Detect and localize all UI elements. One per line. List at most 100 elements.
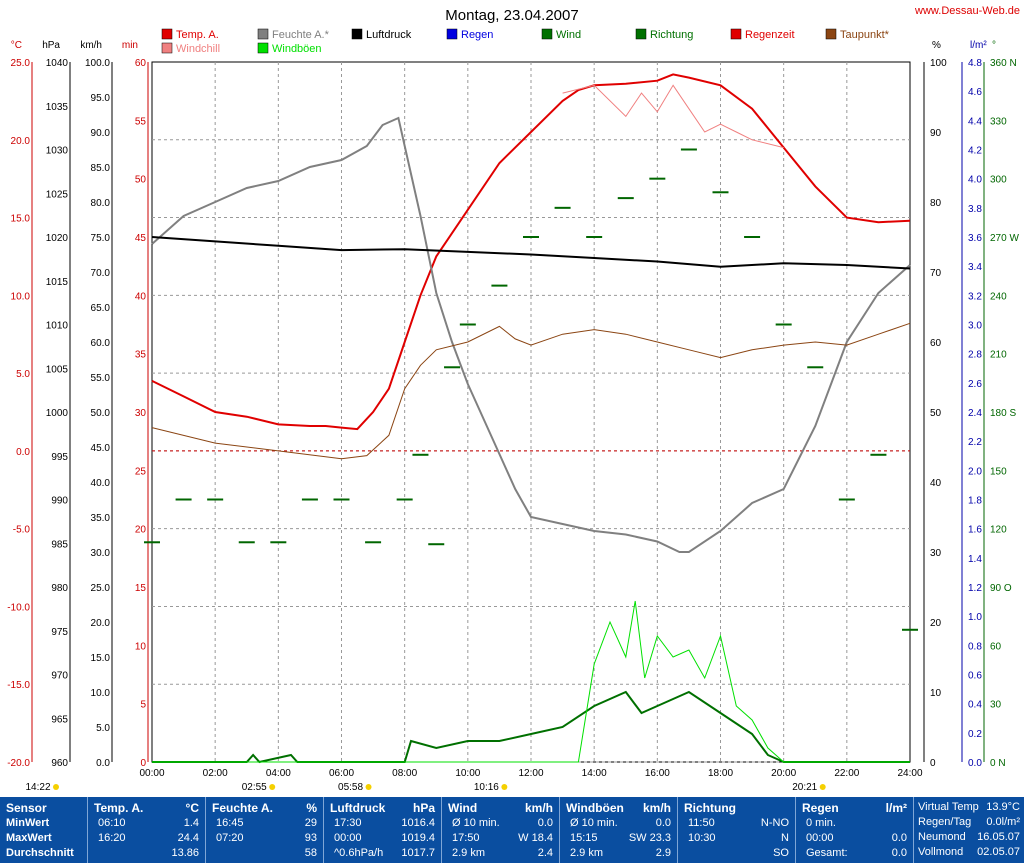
cell-label: 2.9 km — [452, 847, 486, 859]
tick-label: 150 — [990, 466, 1007, 477]
tick-label: 2.4 — [968, 408, 982, 419]
legend-swatch — [541, 28, 553, 40]
series-wind — [152, 690, 910, 764]
direction-mark — [680, 148, 697, 151]
legend-swatch — [257, 42, 269, 54]
series-windb-en — [152, 600, 910, 763]
tick-label: 45.0 — [91, 443, 111, 454]
tick-label: 1000 — [46, 408, 69, 419]
tick-label: 1030 — [46, 146, 69, 157]
tick-label: -5.0 — [13, 525, 31, 536]
direction-mark — [523, 236, 539, 238]
cell-value: 0.0 — [891, 832, 907, 844]
sun-icon — [269, 784, 276, 790]
tick-label: 0.2 — [968, 729, 982, 740]
tick-label: 25.0 — [11, 58, 31, 69]
sun-icon — [501, 784, 508, 790]
chart-legend: Temp. A. Windchill Feuchte A.* Windböen Luft… — [161, 28, 890, 55]
x-tick-label: 00:00 — [139, 768, 164, 779]
cell-value: SW 23.3 — [628, 832, 671, 844]
cell-label: ^0.6hPa/h — [334, 847, 384, 859]
tick-label: 25 — [135, 466, 147, 477]
tick-label: -15.0 — [7, 680, 30, 691]
tick-label: 10 — [135, 641, 147, 652]
site-credit[interactable]: www.Dessau-Web.de — [915, 5, 1020, 17]
cell-label: 00:00 — [806, 832, 834, 844]
tick-label: 3.4 — [968, 262, 982, 273]
tick-label: 120 — [990, 525, 1007, 536]
tick-label: 50.0 — [91, 408, 111, 419]
tick-label: 15.0 — [91, 653, 111, 664]
axis-unit: hPa — [42, 40, 60, 51]
tick-label: 40 — [930, 478, 942, 489]
cell-value: 0.0 — [891, 847, 907, 859]
tick-label: 970 — [51, 671, 68, 682]
legend-label: Temp. A. — [176, 29, 219, 41]
tick-label: 60 — [930, 338, 942, 349]
sun-event-label: 14:22 — [25, 782, 50, 793]
tick-label: 965 — [51, 714, 68, 725]
x-tick-label: 16:00 — [645, 768, 670, 779]
tick-label: -20.0 — [7, 758, 30, 769]
col-header: Wind — [448, 801, 478, 815]
direction-mark — [775, 323, 792, 326]
series-taupunkt- — [151, 322, 911, 460]
direction-mark — [712, 191, 729, 194]
col-header: Regen — [802, 801, 839, 815]
direction-mark — [444, 366, 461, 369]
legend-swatch — [446, 28, 458, 40]
tick-label: 5 — [140, 700, 146, 711]
direction-mark — [459, 323, 476, 326]
cell-label: 16:20 — [98, 832, 126, 844]
tick-label: 0.4 — [968, 700, 982, 711]
tick-label: 30 — [990, 700, 1002, 711]
row-label: Durchschnitt — [6, 847, 74, 859]
tick-label: 1.4 — [968, 554, 982, 565]
tick-label: 60 — [990, 641, 1002, 652]
cell-label: 17:50 — [452, 832, 480, 844]
col-humidity: Feuchte A.% 16:45 29 07:20 93 58 — [206, 797, 324, 863]
cell-value: 13.9°C — [986, 801, 1020, 813]
legend-label: Richtung — [650, 29, 693, 41]
cell-value: 93 — [304, 832, 317, 844]
direction-mark — [870, 453, 887, 456]
col-virtual: Virtual Temp 13.9°C Regen/Tag 0.0l/m² Neumon… — [914, 797, 1024, 863]
series-windchill — [562, 84, 784, 149]
tick-label: 45 — [135, 233, 147, 244]
tick-label: 30.0 — [91, 548, 111, 559]
tick-label: 35.0 — [91, 513, 111, 524]
tick-label: 90 O — [990, 583, 1012, 594]
tick-label: 2.2 — [968, 437, 982, 448]
tick-label: 100 — [930, 58, 947, 69]
direction-mark — [491, 284, 508, 287]
chart-title: Montag, 23.04.2007 — [445, 7, 578, 24]
direction-mark — [207, 498, 224, 501]
tick-label: 975 — [51, 627, 68, 638]
series-luftdruck — [151, 236, 911, 270]
legend-label: Windböen — [272, 43, 322, 55]
tick-label: 4.4 — [968, 116, 982, 127]
sun-events: 14:22 02:55 05:58 10:16 20:21 — [25, 782, 826, 793]
legend-label: Taupunkt* — [840, 29, 890, 41]
direction-mark — [428, 543, 445, 546]
cell-value: 24.4 — [177, 832, 199, 844]
tick-label: 25.0 — [91, 583, 111, 594]
legend-label: Regen — [461, 29, 493, 41]
tick-label: 55 — [135, 116, 147, 127]
tick-label: 5.0 — [96, 723, 110, 734]
legend-swatch — [351, 28, 363, 40]
direction-mark — [396, 498, 413, 501]
row-label: MaxWert — [6, 832, 52, 844]
chart-series — [144, 73, 918, 764]
tick-label: 0.0 — [968, 758, 982, 769]
tick-label: 0.0 — [96, 758, 110, 769]
cell-label: 16:45 — [216, 817, 244, 829]
tick-label: 0 — [140, 758, 146, 769]
tick-label: 0.8 — [968, 641, 982, 652]
tick-label: 90.0 — [91, 128, 111, 139]
col-unit: l/m² — [885, 801, 907, 815]
direction-mark — [175, 498, 192, 501]
legend-swatch — [635, 28, 647, 40]
tick-label: 985 — [51, 539, 68, 550]
tick-label: 1010 — [46, 321, 69, 332]
